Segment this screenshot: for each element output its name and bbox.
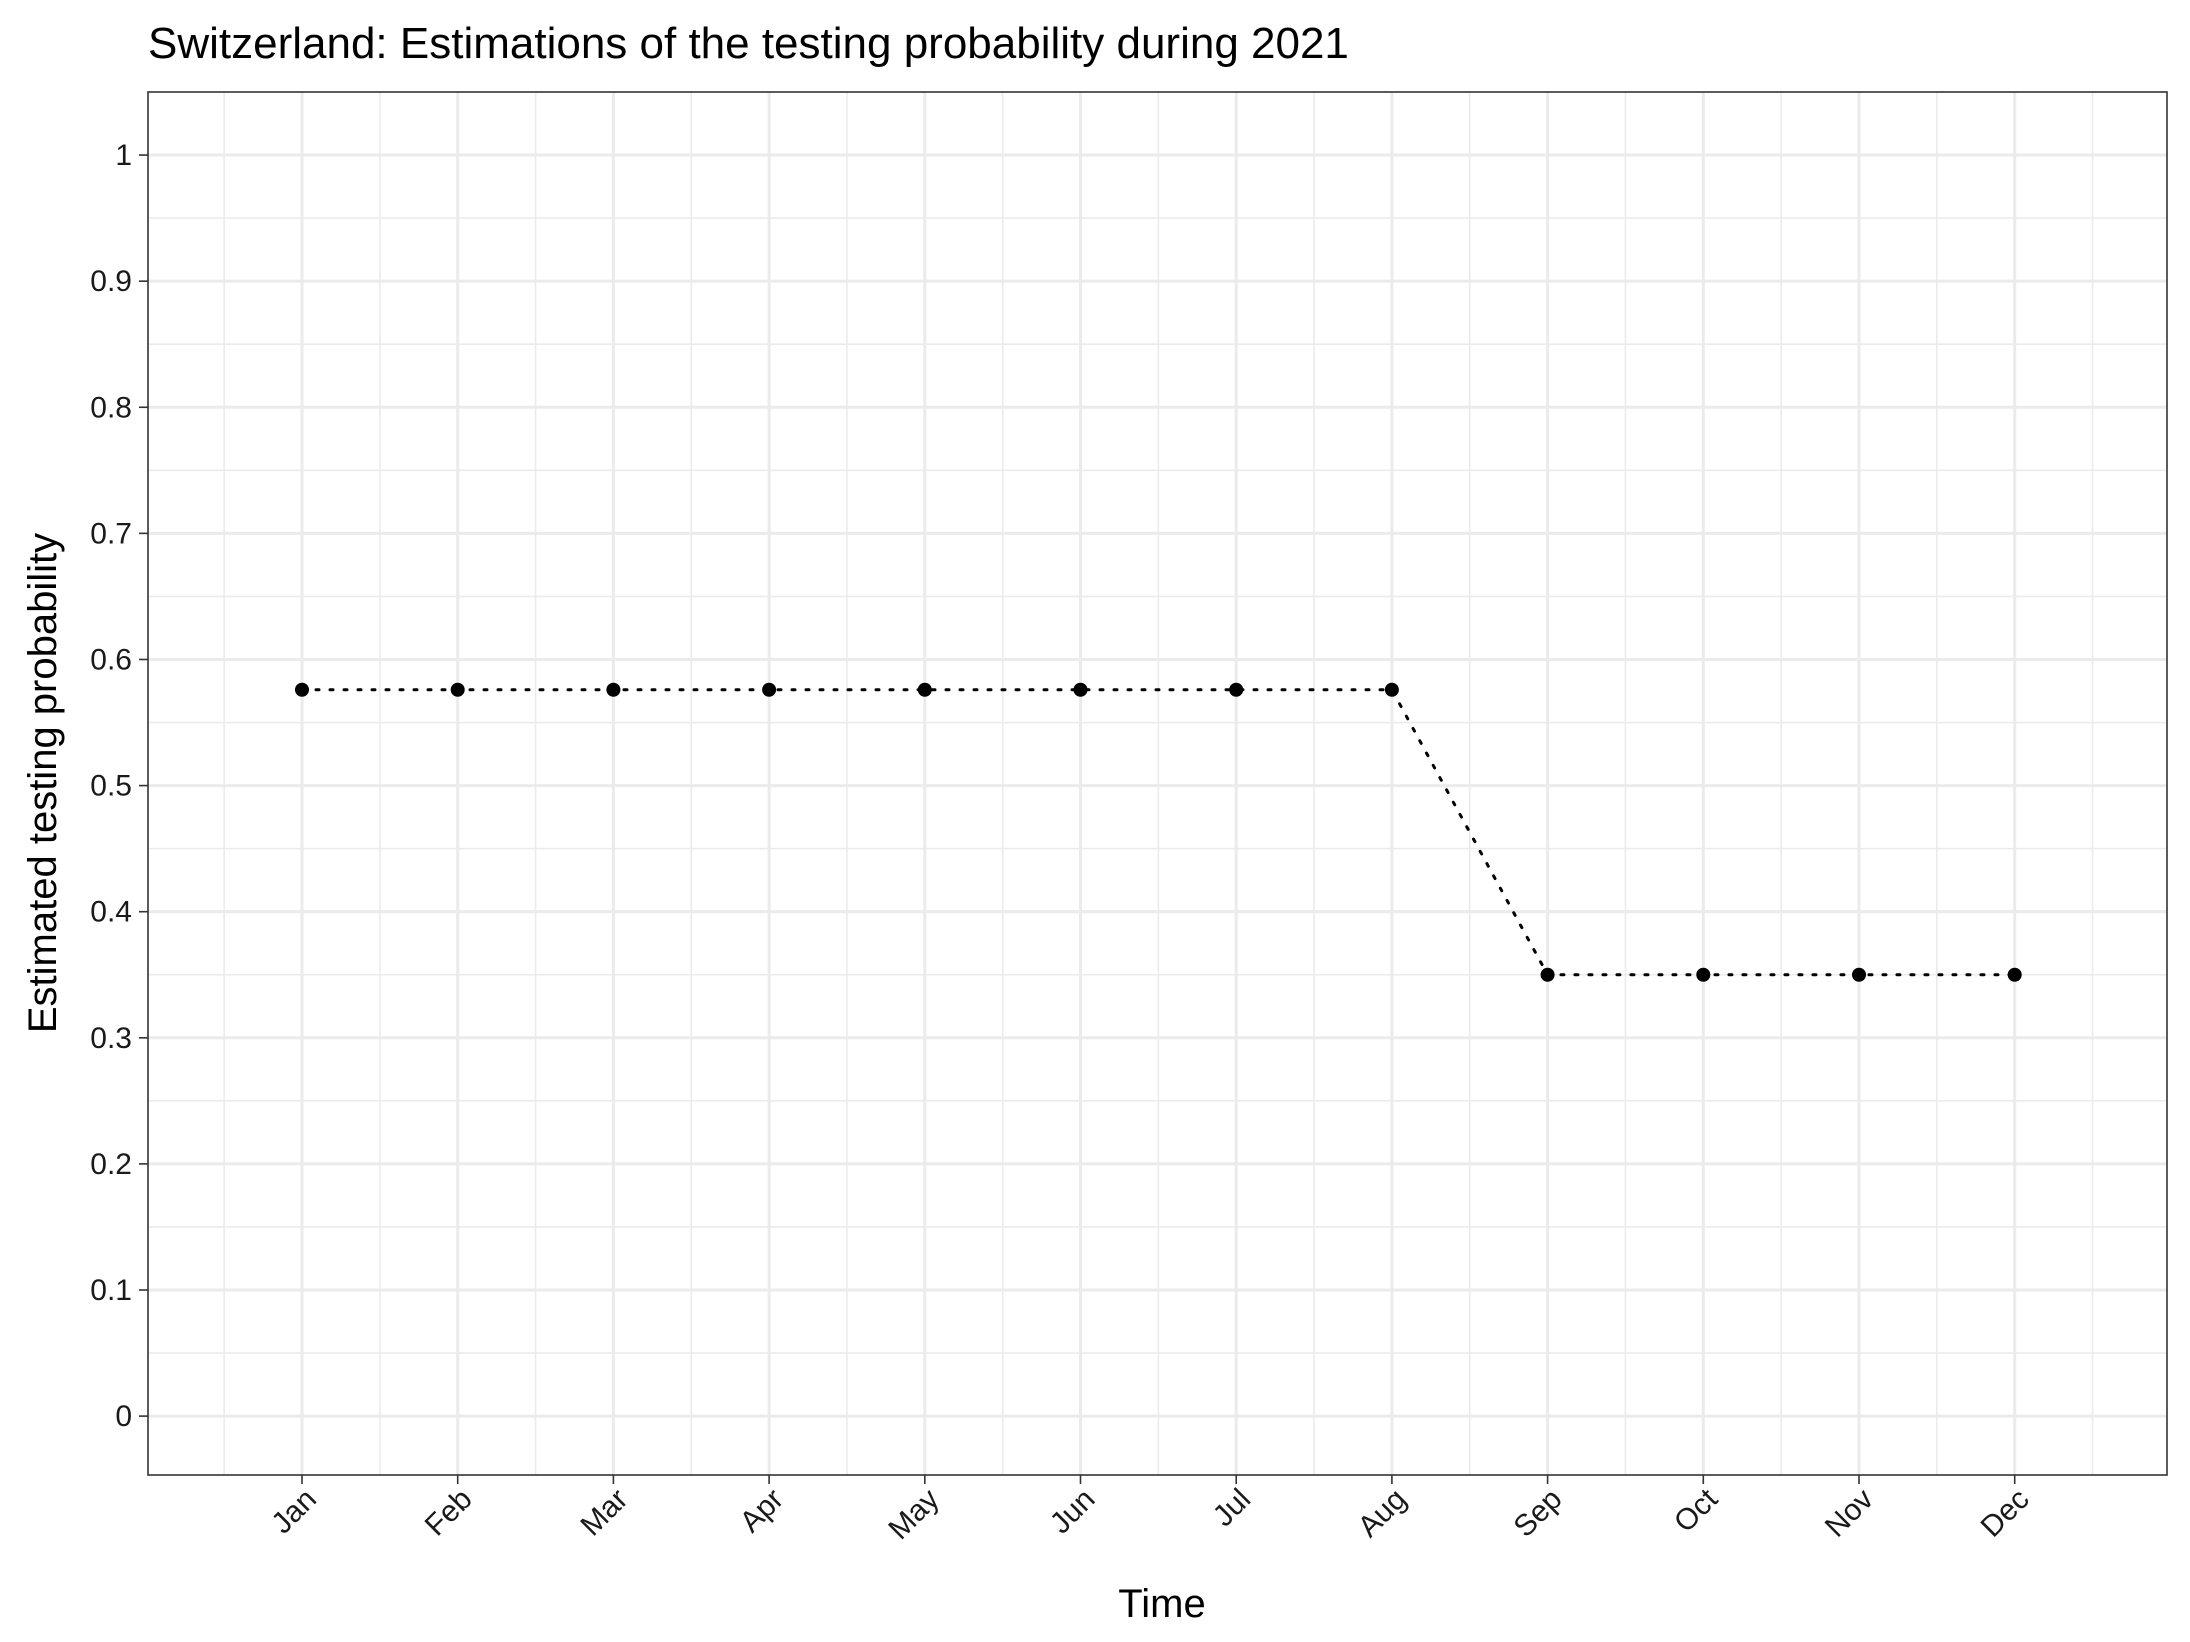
y-tick-label: 0.1 <box>90 1274 132 1307</box>
data-point <box>2007 967 2022 982</box>
y-tick-label: 0.6 <box>90 643 132 676</box>
chart-title: Switzerland: Estimations of the testing … <box>148 19 1349 68</box>
data-point <box>1540 967 1555 982</box>
data-point <box>450 682 465 697</box>
y-tick-label: 0.8 <box>90 391 132 424</box>
data-point <box>917 682 932 697</box>
y-tick-label: 0.2 <box>90 1148 132 1181</box>
y-tick-label: 0.9 <box>90 265 132 298</box>
data-point <box>1073 682 1088 697</box>
data-point <box>295 682 309 697</box>
plot-panel-background <box>148 92 2167 1475</box>
y-tick-label: 0.5 <box>90 770 132 803</box>
data-point <box>606 682 621 697</box>
series-layer <box>295 682 2022 982</box>
y-axis: 0 0.1 0.2 0.3 0.4 0.5 0.6 0.7 0.8 0.9 1 <box>90 139 148 1433</box>
data-point <box>762 682 777 697</box>
major-gridlines-x <box>300 92 2017 1475</box>
y-axis-title: Estimated testing probability <box>21 533 65 1033</box>
y-tick-label: 0 <box>115 1400 132 1433</box>
x-axis-title: Time <box>1118 1582 1205 1626</box>
series-line <box>300 688 2017 977</box>
plot-panel-border <box>147 91 2168 1476</box>
major-gridlines-y <box>148 153 2167 1418</box>
y-tick-label: 1 <box>115 139 132 172</box>
y-tick-label: 0.4 <box>90 896 132 929</box>
data-point <box>1384 682 1399 697</box>
minor-gridlines-y <box>148 217 2167 1354</box>
y-tick-label: 0.7 <box>90 517 132 550</box>
data-point <box>1696 967 1711 982</box>
y-tick-label: 0.3 <box>90 1022 132 1055</box>
data-point <box>1852 967 1866 982</box>
data-point <box>1229 682 1244 697</box>
minor-gridlines-x <box>223 92 2094 1475</box>
plot-panel <box>147 91 2168 1476</box>
